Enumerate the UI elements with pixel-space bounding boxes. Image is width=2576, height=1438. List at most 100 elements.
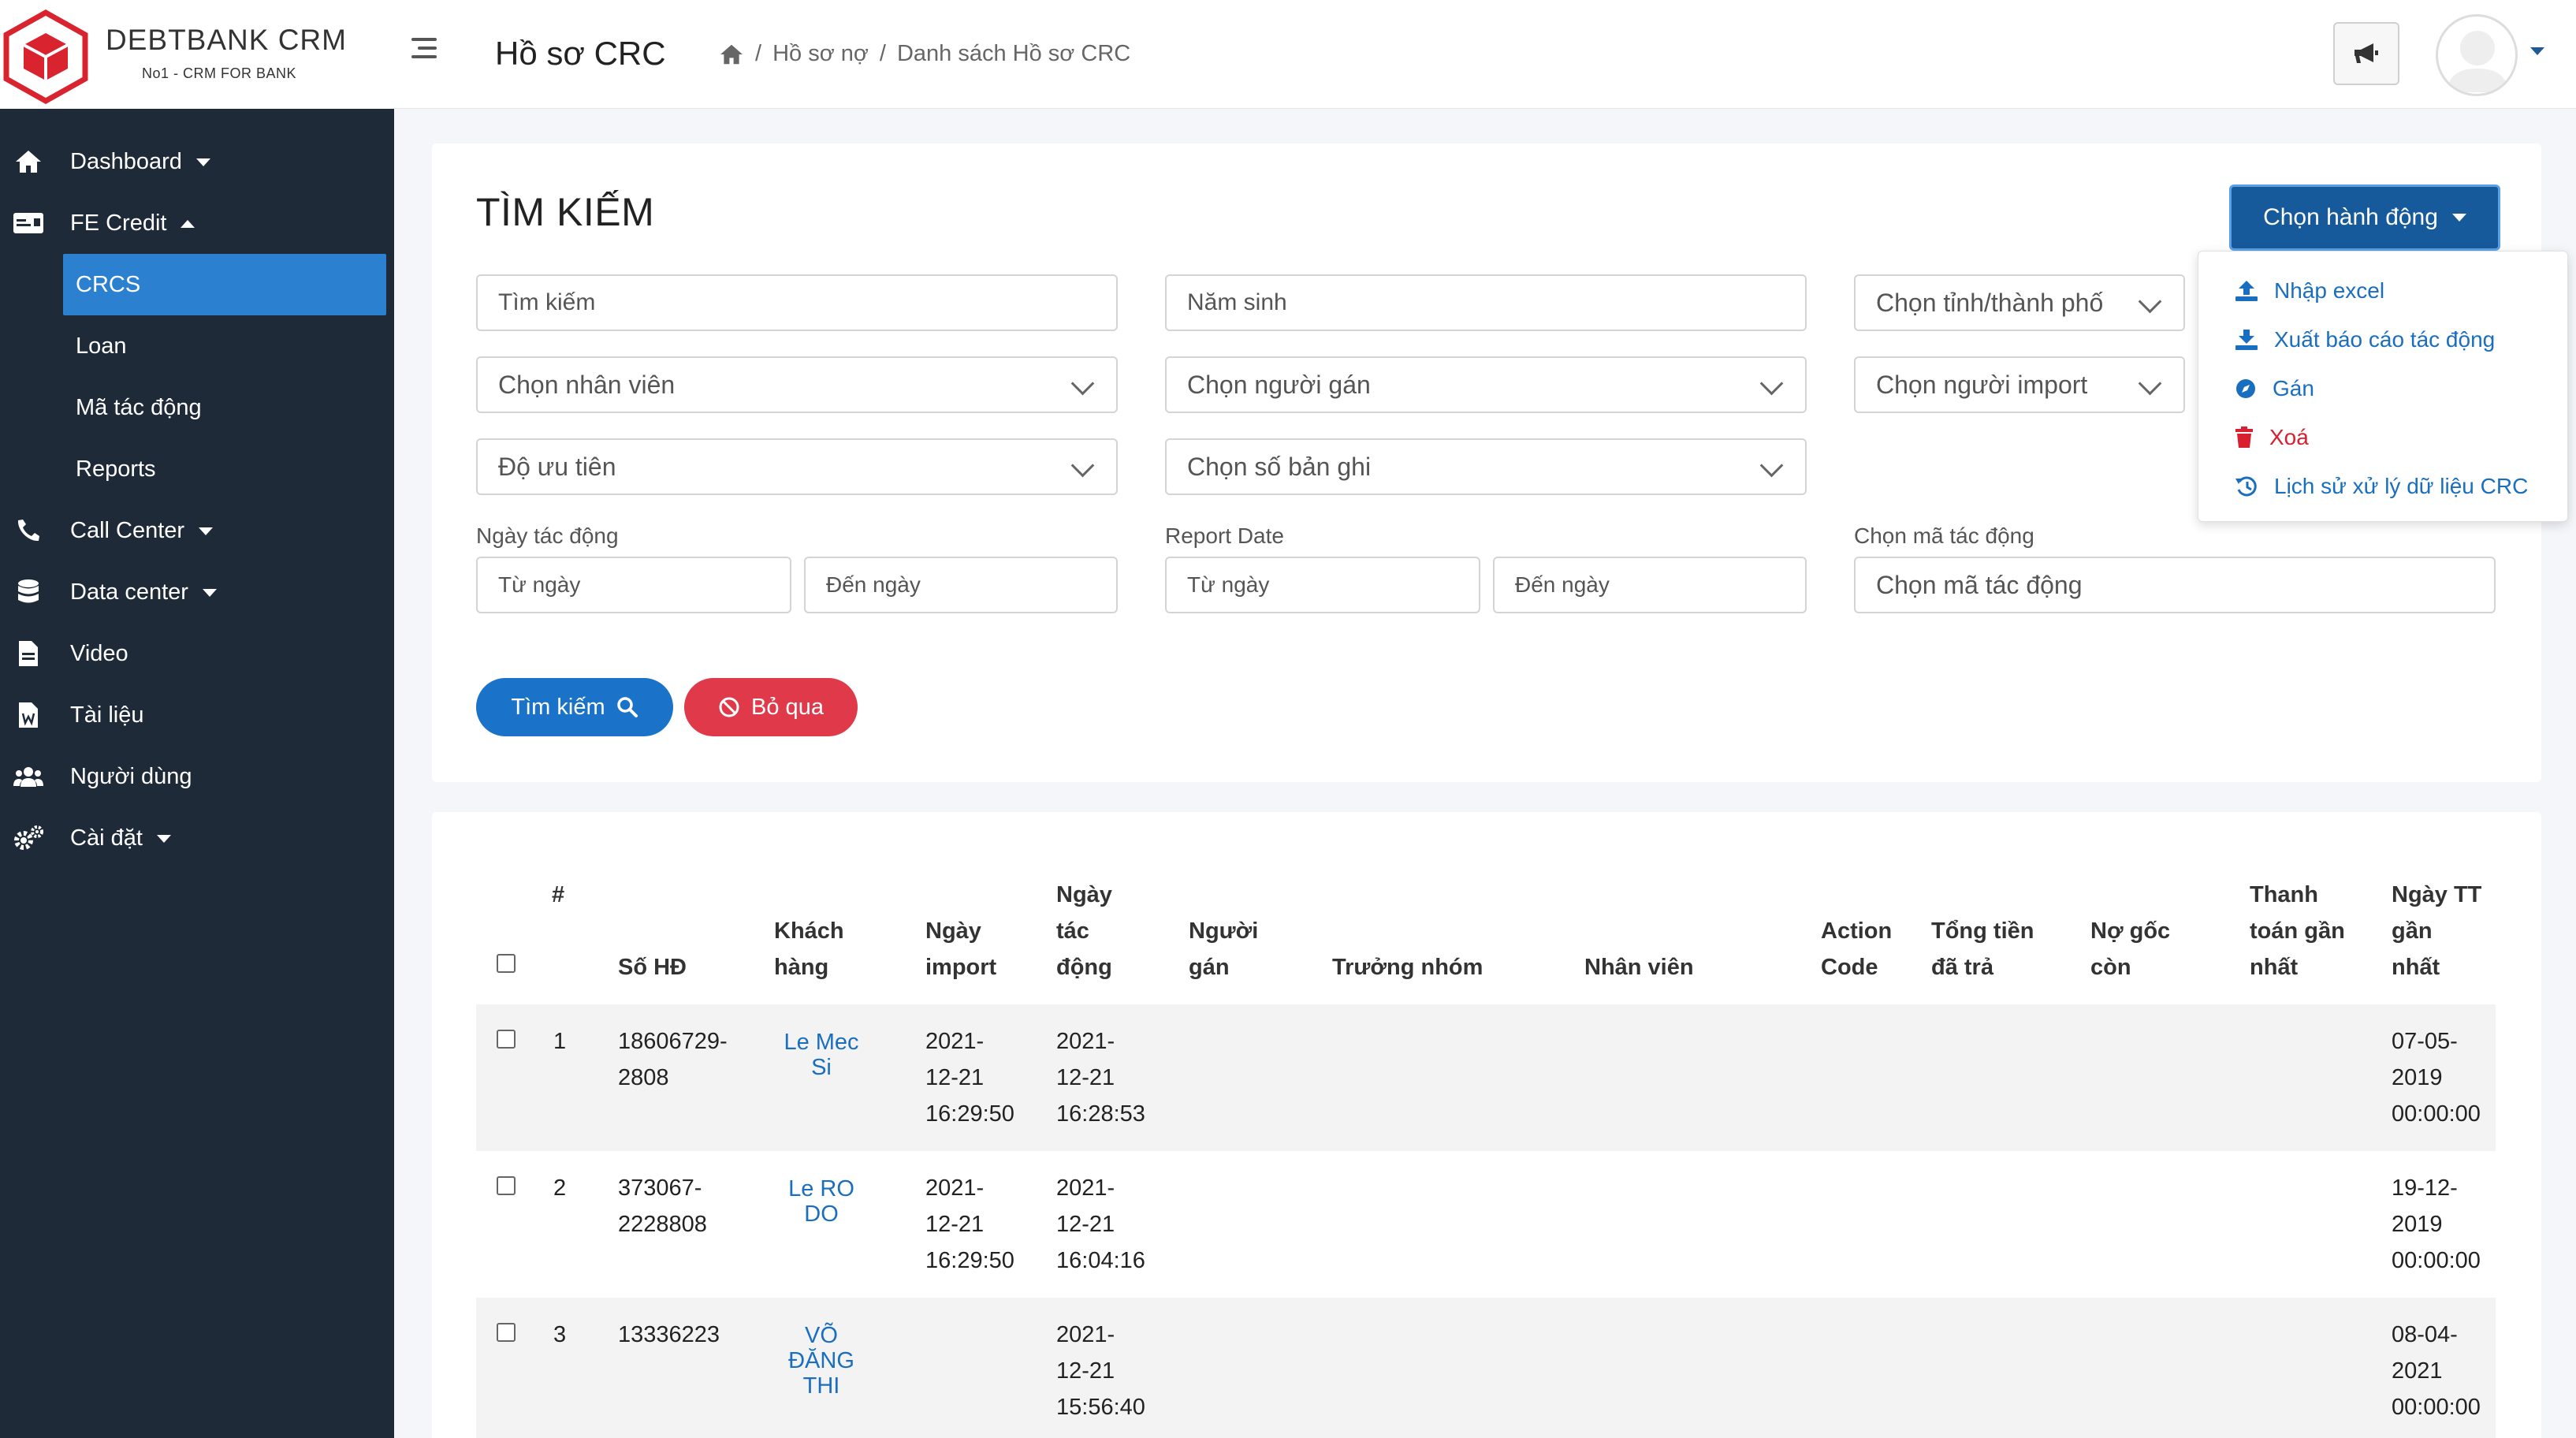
announcement-button[interactable]	[2333, 22, 2399, 85]
breadcrumb-item-ho-so-no[interactable]: Hồ sơ nợ	[772, 41, 869, 66]
search-button-label: Tìm kiếm	[511, 694, 605, 720]
row-last-payment-date: 19-12- 2019 00:00:00	[2392, 1175, 2481, 1273]
sidebar-item-loan[interactable]: Loan	[0, 315, 394, 377]
sidebar-item-data-center[interactable]: Data center	[0, 561, 394, 623]
download-icon	[2235, 330, 2258, 350]
sidebar-item-call-center[interactable]: Call Center	[0, 500, 394, 561]
menu-item-label: Lịch sử xử lý dữ liệu CRC	[2274, 474, 2529, 498]
search-button[interactable]: Tìm kiếm	[476, 678, 673, 736]
row-contract: 18606729- 2808	[618, 1029, 728, 1090]
keyword-input[interactable]: Tìm kiếm	[476, 274, 1118, 331]
row-checkbox[interactable]	[497, 1030, 516, 1049]
impact-code-label: Chọn mã tác động	[1854, 523, 2034, 548]
column-header-principal[interactable]: Nợ gốc còn	[2090, 918, 2171, 980]
breadcrumb-item-current: Danh sách Hồ sơ CRC	[896, 41, 1131, 66]
column-header-last-payment[interactable]: Thanh toán gần nhất	[2250, 882, 2345, 980]
search-card: TÌM KIẾM Tìm kiếm Năm sinh Chọn tỉnh/thà…	[432, 143, 2541, 782]
sidebar-item-cai-dat[interactable]: Cài đặt	[0, 807, 394, 869]
sidebar-item-ma-tac-dong[interactable]: Mã tác động	[0, 377, 394, 438]
importer-select[interactable]: Chọn người import	[1854, 356, 2185, 413]
sidebar-item-label: Mã tác động	[76, 394, 202, 420]
brand[interactable]: DEBTBANK CRM No1 - CRM FOR BANK	[0, 0, 394, 109]
word-file-icon	[13, 699, 44, 731]
row-last-payment-date: 08-04- 2021 00:00:00	[2392, 1322, 2481, 1420]
column-header-import-date[interactable]: Ngày import	[925, 918, 997, 980]
row-customer-link[interactable]: Le Mec Si	[784, 1030, 859, 1080]
sidebar-item-crcs[interactable]: CRCS	[63, 254, 386, 315]
column-header-total-paid[interactable]: Tổng tiền đã trả	[1931, 918, 2034, 980]
report-to-date-input[interactable]: Đến ngày	[1493, 557, 1807, 613]
row-checkbox[interactable]	[497, 1176, 516, 1195]
row-customer-link[interactable]: Le RO DO	[788, 1176, 854, 1227]
menu-item-import-excel[interactable]: Nhập excel	[2235, 275, 2384, 307]
history-icon	[2235, 476, 2257, 497]
brand-title: DEBTBANK CRM	[106, 24, 347, 56]
row-index: 3	[553, 1322, 567, 1347]
row-import-date: 2021- 12-21 16:29:50	[925, 1029, 1014, 1127]
chevron-down-icon[interactable]	[2530, 47, 2544, 55]
birth-year-input[interactable]: Năm sinh	[1165, 274, 1807, 331]
column-header-contract[interactable]: Số HĐ	[618, 955, 687, 980]
menu-item-delete[interactable]: Xoá	[2235, 422, 2309, 453]
search-icon	[616, 697, 638, 717]
row-impact-date: 2021- 12-21 16:28:53	[1056, 1029, 1145, 1127]
priority-select[interactable]: Độ ưu tiên	[476, 438, 1118, 495]
record-count-select[interactable]: Chọn số bản ghi	[1165, 438, 1807, 495]
breadcrumb-separator: /	[879, 41, 886, 66]
impact-code-select[interactable]: Chọn mã tác động	[1854, 557, 2496, 613]
sidebar-item-dashboard[interactable]: Dashboard	[0, 131, 394, 192]
select-all-checkbox[interactable]	[497, 954, 516, 973]
impact-to-date-input[interactable]: Đến ngày	[804, 557, 1118, 613]
province-select[interactable]: Chọn tỉnh/thành phố	[1854, 274, 2185, 331]
home-icon[interactable]	[719, 43, 744, 65]
column-header-customer[interactable]: Khách hàng	[774, 918, 844, 980]
employee-select[interactable]: Chọn nhân viên	[476, 356, 1118, 413]
report-from-date-input[interactable]: Từ ngày	[1165, 557, 1480, 613]
avatar[interactable]	[2436, 14, 2518, 96]
table-card: # Số HĐ Khách hàng Ngày import Ngày tác động…	[432, 812, 2541, 1438]
column-header-last-payment-date[interactable]: Ngày TT gần nhất	[2392, 882, 2482, 980]
sidebar-item-label: Data center	[70, 579, 188, 605]
table-row[interactable]	[476, 1004, 2496, 1151]
sidebar-item-nguoi-dung[interactable]: Người dùng	[0, 746, 394, 807]
chevron-down-icon	[202, 588, 217, 597]
menu-toggle-icon[interactable]	[411, 38, 440, 66]
sidebar-item-video[interactable]: Video	[0, 623, 394, 684]
chevron-down-icon	[199, 527, 214, 535]
trash-icon	[2235, 427, 2253, 448]
bullhorn-icon	[2355, 43, 2378, 63]
sidebar-item-label: Cài đặt	[70, 825, 143, 851]
menu-item-label: Xuất báo cáo tác động	[2274, 327, 2496, 352]
action-dropdown-menu: Nhập excel Xuất báo cáo tác động Gán Xoá…	[2198, 251, 2568, 522]
choose-action-button[interactable]: Chọn hành động	[2229, 184, 2500, 251]
brand-subtitle: No1 - CRM FOR BANK	[142, 65, 297, 81]
column-header-assigner[interactable]: Người gán	[1189, 918, 1259, 980]
impact-from-date-input[interactable]: Từ ngày	[476, 557, 791, 613]
sidebar-item-label: Video	[70, 640, 128, 666]
upload-icon	[2235, 281, 2258, 301]
row-contract: 13336223	[618, 1322, 720, 1347]
sidebar-item-tai-lieu[interactable]: Tài liệu	[0, 684, 394, 746]
row-checkbox[interactable]	[497, 1323, 516, 1342]
menu-item-assign[interactable]: Gán	[2235, 373, 2314, 404]
menu-item-export-report[interactable]: Xuất báo cáo tác động	[2235, 324, 2495, 356]
menu-item-history[interactable]: Lịch sử xử lý dữ liệu CRC	[2235, 471, 2528, 502]
menu-item-label: Nhập excel	[2274, 278, 2385, 303]
sidebar-item-label: FE Credit	[70, 210, 167, 236]
row-index: 2	[553, 1175, 567, 1201]
sidebar-item-label: Người dùng	[70, 763, 192, 789]
table-row[interactable]	[476, 1298, 2496, 1438]
reset-button[interactable]: Bỏ qua	[684, 678, 858, 736]
column-header-action-code[interactable]: Action Code	[1821, 918, 1893, 980]
row-customer-link[interactable]: VÕ ĐĂNG THI	[788, 1323, 854, 1399]
sidebar-item-reports[interactable]: Reports	[0, 438, 394, 500]
sidebar-item-fe-credit[interactable]: FE Credit	[0, 192, 394, 254]
column-header-impact-date[interactable]: Ngày tác động	[1056, 882, 1112, 980]
compass-icon	[2236, 379, 2255, 398]
assigner-select[interactable]: Chọn người gán	[1165, 356, 1807, 413]
column-header-team-lead[interactable]: Trưởng nhóm	[1332, 955, 1483, 980]
sidebar-item-label: Call Center	[70, 517, 185, 543]
file-icon	[13, 638, 44, 669]
page-title: Hồ sơ CRC	[495, 35, 666, 72]
column-header-employee[interactable]: Nhân viên	[1584, 955, 1694, 980]
